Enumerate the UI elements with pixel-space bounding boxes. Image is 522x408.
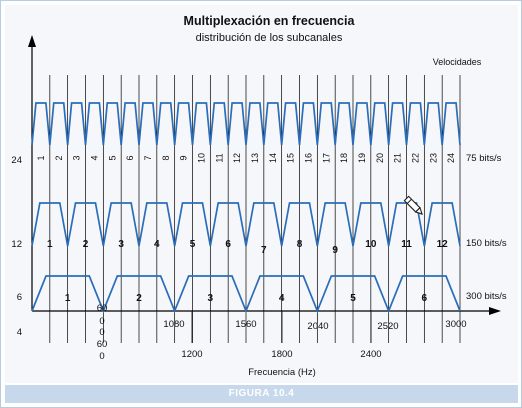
freq-tick-60-a: 60 bbox=[97, 303, 108, 314]
channel-label: 7 bbox=[143, 155, 153, 160]
channel-label: 5 bbox=[190, 239, 196, 250]
rate-label-75: 75 bits/s bbox=[466, 153, 502, 164]
freq-tick-0-b: 0 bbox=[99, 327, 104, 338]
channel-label: 15 bbox=[286, 153, 296, 163]
rate-label-300: 300 bits/s bbox=[466, 291, 507, 302]
channel-label: 16 bbox=[303, 153, 313, 163]
caption-bar: FIGURA 10.4 bbox=[5, 385, 518, 403]
channel-label: 6 bbox=[225, 239, 231, 250]
channel-label: 2 bbox=[83, 239, 89, 250]
diagram-subtitle: distribución de los subcanales bbox=[196, 32, 343, 44]
y-tick-24: 24 bbox=[11, 155, 22, 166]
channel-label: 6 bbox=[125, 155, 135, 160]
channel-label: 2 bbox=[54, 155, 64, 160]
channel-label: 11 bbox=[401, 239, 412, 250]
channel-label: 13 bbox=[250, 153, 260, 163]
rate-label-150: 150 bits/s bbox=[466, 238, 507, 249]
y-tick-6: 6 bbox=[17, 292, 22, 303]
pencil-icon[interactable] bbox=[403, 195, 424, 216]
channel-label: 18 bbox=[339, 153, 349, 163]
channel-label: 10 bbox=[365, 239, 377, 250]
channel-label: 23 bbox=[428, 153, 438, 163]
freq-tick-60-b: 60 bbox=[97, 339, 108, 350]
figure-body: 1 2 3 4 5 6 7 8 9 10 11 12 13 14 15 16 17 18 19 20 21 22 23 24 1… bbox=[5, 5, 518, 383]
y-tick-4: 4 bbox=[17, 327, 22, 338]
channel-label: 2 bbox=[136, 293, 142, 304]
channel-label: 21 bbox=[393, 153, 403, 163]
channel-label: 19 bbox=[357, 153, 367, 163]
channel-label: 10 bbox=[196, 153, 206, 163]
freq-tick-2040: 2040 bbox=[307, 321, 328, 332]
signal-trace-row-2 bbox=[31, 202, 461, 247]
channel-label: 4 bbox=[89, 155, 99, 160]
channel-label: 20 bbox=[375, 153, 385, 163]
channel-label: 12 bbox=[232, 153, 242, 163]
signal-trace-row-1 bbox=[31, 102, 461, 146]
channel-label: 1 bbox=[47, 239, 53, 250]
channel-label: 9 bbox=[332, 245, 338, 256]
freq-tick-1200: 1200 bbox=[181, 349, 202, 360]
freq-tick-1560: 1560 bbox=[235, 319, 256, 330]
channel-label: 8 bbox=[161, 155, 171, 160]
y-axis-label: Velocidades bbox=[433, 57, 482, 67]
channel-label: 4 bbox=[154, 239, 160, 250]
freq-tick-0-c: 0 bbox=[99, 351, 104, 362]
channel-label: 5 bbox=[107, 155, 117, 160]
freq-tick-0-upper: 0 bbox=[99, 316, 104, 327]
figure-caption: FIGURA 10.4 bbox=[228, 388, 295, 399]
channel-label: 22 bbox=[410, 153, 420, 163]
freq-tick-2400: 2400 bbox=[360, 349, 381, 360]
y-tick-12: 12 bbox=[11, 239, 22, 250]
channel-label: 12 bbox=[437, 239, 449, 250]
x-axis-label: Frecuencia (Hz) bbox=[248, 367, 316, 378]
channel-label: 1 bbox=[65, 293, 71, 304]
freq-tick-2520: 2520 bbox=[377, 321, 398, 332]
y-axis-arrow bbox=[28, 35, 36, 47]
channel-label: 1 bbox=[36, 155, 46, 160]
channel-label: 8 bbox=[297, 239, 303, 250]
channel-label: 14 bbox=[268, 153, 278, 163]
channel-label: 24 bbox=[446, 153, 456, 163]
freq-tick-1080: 1080 bbox=[163, 319, 184, 330]
channel-label: 3 bbox=[208, 293, 214, 304]
channel-label: 11 bbox=[214, 153, 224, 162]
diagram-title: Multiplexación en frecuencia bbox=[184, 14, 356, 28]
freq-tick-3000: 3000 bbox=[445, 319, 466, 330]
signal-trace-row-3 bbox=[31, 275, 461, 314]
channel-label: 17 bbox=[321, 153, 331, 163]
fdm-diagram: 1 2 3 4 5 6 7 8 9 10 11 12 13 14 15 16 17 18 19 20 21 22 23 241… bbox=[11, 14, 507, 378]
channel-label: 5 bbox=[350, 293, 356, 304]
channel-label: 9 bbox=[179, 155, 189, 160]
freq-tick-1800: 1800 bbox=[271, 349, 292, 360]
channel-label: 7 bbox=[261, 245, 267, 256]
channel-label: 3 bbox=[72, 155, 82, 160]
channel-label: 3 bbox=[118, 239, 124, 250]
channel-label: 4 bbox=[279, 293, 285, 304]
x-axis-arrow bbox=[489, 307, 501, 315]
channel-label: 6 bbox=[422, 293, 428, 304]
